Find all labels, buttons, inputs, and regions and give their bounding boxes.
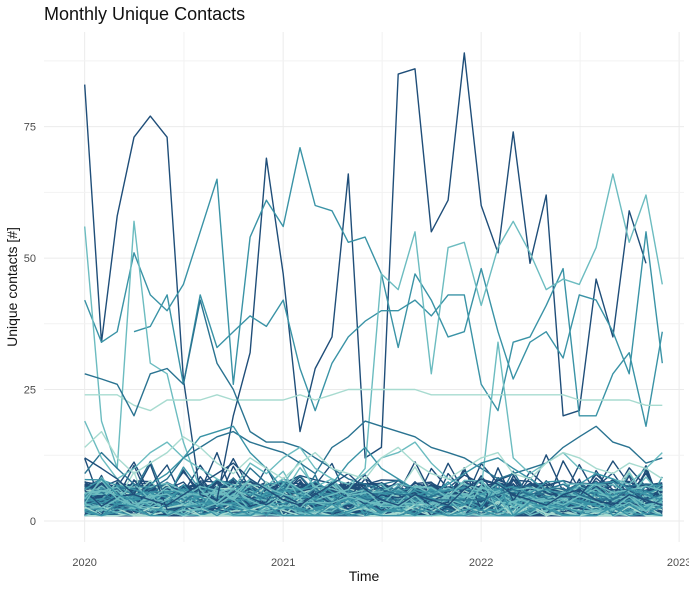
x-tick-label: 2020 [72,557,96,569]
series-line-10 [84,457,663,506]
series-layer [84,52,663,506]
series-line-2 [84,147,663,385]
y-axis-title: Unique contacts [#] [4,227,20,347]
x-axis-title: Time [349,568,380,584]
series-line-1 [84,52,647,501]
background-series-line [84,477,663,513]
background-series-line [84,476,663,516]
x-tick-label: 2022 [469,557,493,569]
y-tick-label: 25 [24,385,36,397]
series-line-8 [84,341,663,491]
series-line-3 [133,267,663,427]
grid-layer [44,32,684,542]
y-tick-label: 50 [24,253,36,265]
series-line-6 [84,299,663,501]
background-series-line [84,463,663,511]
background-series-layer [84,451,663,517]
series-line-5 [84,388,663,412]
axis-layer: 2020 2021 2022 2023 0 25 50 75 Time Unique contac… [4,122,689,584]
series-line-11 [84,430,663,480]
y-tick-label: 75 [24,122,36,134]
x-tick-label: 2023 [667,557,689,569]
series-line-9 [84,425,663,501]
background-series-line [84,502,663,517]
series-line-4 [84,173,663,506]
y-tick-label: 0 [30,516,36,528]
background-series-line [84,470,663,505]
chart-title: Monthly Unique Contacts [44,4,246,24]
x-tick-label: 2021 [271,557,295,569]
background-series-line [84,467,663,501]
background-series-line [84,483,663,517]
